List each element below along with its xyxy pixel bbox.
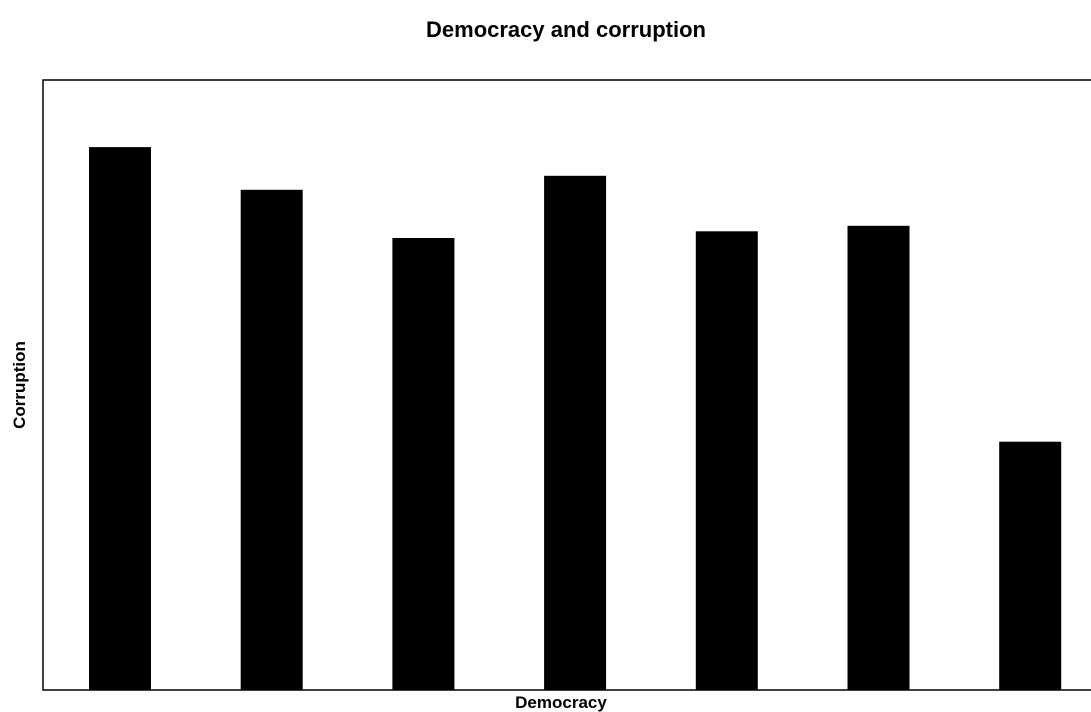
chart-title: Democracy and corruption — [426, 17, 706, 42]
y-axis-label: Corruption — [10, 341, 29, 429]
bar-3 — [392, 238, 455, 690]
bar-7 — [999, 441, 1062, 690]
bar-4 — [544, 175, 607, 691]
bar-group — [89, 147, 1062, 691]
bar-6 — [847, 225, 910, 691]
bar-2 — [240, 189, 303, 691]
x-axis-label: Democracy — [515, 693, 607, 712]
bar-1 — [89, 147, 151, 691]
bar-5 — [695, 231, 758, 691]
